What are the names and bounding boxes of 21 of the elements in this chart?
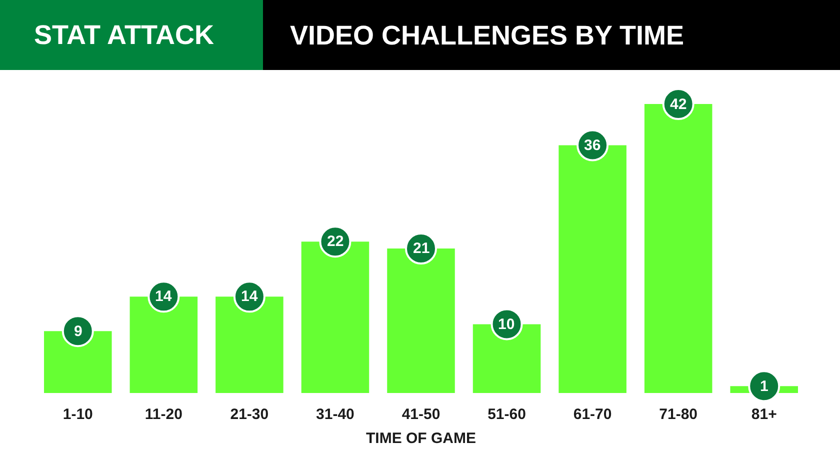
x-tick-label: 61-70 (573, 406, 612, 423)
x-tick-label: 31-40 (316, 406, 354, 423)
x-tick-label: 81+ (751, 406, 778, 423)
data-label: 10 (498, 316, 515, 333)
data-label: 14 (241, 288, 258, 305)
x-axis-title: TIME OF GAME (366, 430, 476, 447)
data-label: 22 (327, 233, 344, 250)
chart-subtitle: STAT ATTACK (34, 20, 214, 50)
x-tick-label: 71-80 (659, 406, 698, 423)
data-label: 14 (155, 288, 172, 305)
data-label: 36 (584, 137, 601, 154)
x-tick-label: 51-60 (488, 406, 526, 423)
data-label: 21 (413, 240, 430, 257)
data-label: 9 (74, 323, 82, 340)
x-tick-label: 41-50 (402, 406, 440, 423)
x-tick-label: 11-20 (144, 406, 182, 423)
chart-title: VIDEO CHALLENGES BY TIME (290, 20, 684, 50)
data-label: 42 (670, 96, 687, 113)
x-tick-label: 1-10 (62, 406, 93, 423)
x-tick-label: 21-30 (230, 406, 269, 423)
data-label: 1 (760, 378, 768, 395)
